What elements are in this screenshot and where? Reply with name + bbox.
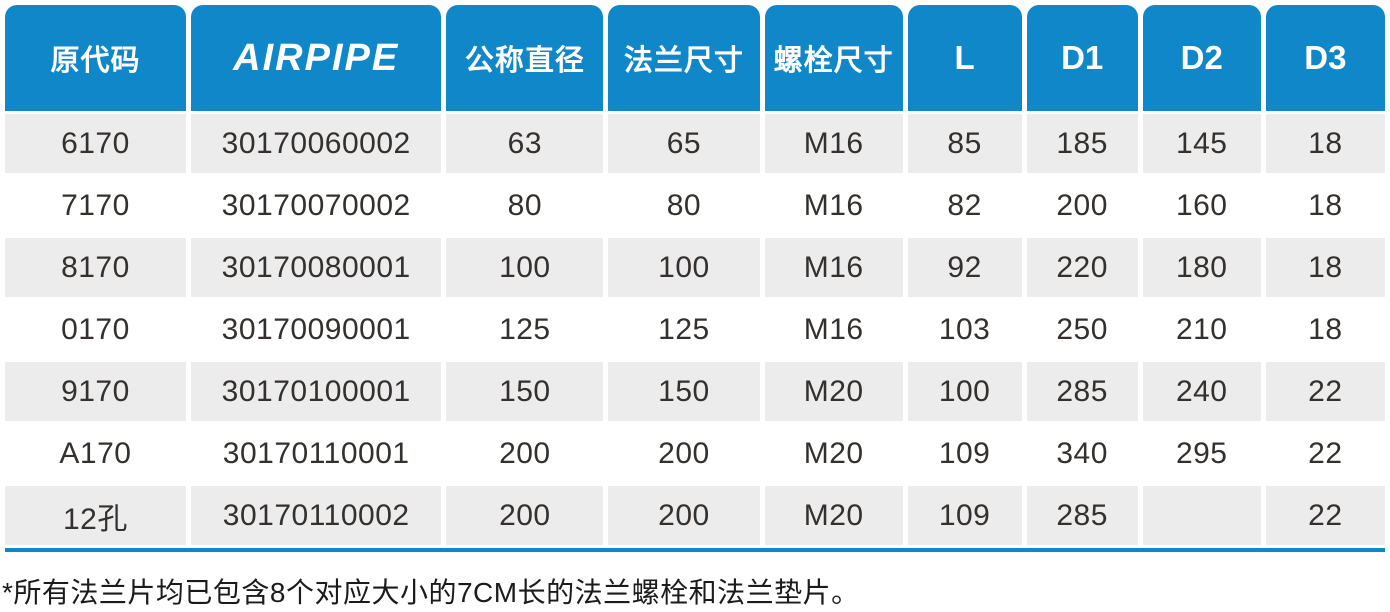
table-cell: 125 [446,300,604,359]
table-cell: 63 [446,114,604,173]
table-cell: 100 [446,238,604,297]
spec-table: 原代码 AIRPIPE 公称直径 法兰尺寸 螺栓尺寸 L D1 D2 D3 6170 301700… [0,2,1390,548]
table-cell: 240 [1142,362,1261,421]
table-cell: 22 [1265,362,1385,421]
table-cell: 12孔 [5,486,186,545]
table-cell: 82 [907,176,1022,235]
table-cell: 340 [1026,424,1138,483]
table-row: 6170 30170060002 63 65 M16 85 185 145 18 [5,114,1385,173]
table-cell: 145 [1142,114,1261,173]
table-cell: 7170 [5,176,186,235]
table-cell: 30170100001 [190,362,442,421]
table-cell: 185 [1026,114,1138,173]
table-row: 12孔 30170110002 200 200 M20 109 285 22 [5,486,1385,545]
table-cell: 0170 [5,300,186,359]
table-cell: M16 [764,300,903,359]
table-cell: 200 [608,486,760,545]
table-cell: 30170110001 [190,424,442,483]
table-cell: 30170090001 [190,300,442,359]
table-cell: M20 [764,362,903,421]
table-row: 8170 30170080001 100 100 M16 92 220 180 18 [5,238,1385,297]
table-cell: 6170 [5,114,186,173]
table-cell: 22 [1265,424,1385,483]
table-cell: 18 [1265,300,1385,359]
col-header-bolt-size: 螺栓尺寸 [764,5,903,111]
table-cell: 125 [608,300,760,359]
table-cell: 80 [608,176,760,235]
table-cell: 295 [1142,424,1261,483]
table-cell: 18 [1265,176,1385,235]
table-cell: 100 [608,238,760,297]
table-bottom-rule [5,548,1385,552]
table-cell: 200 [608,424,760,483]
table-cell: 200 [1026,176,1138,235]
col-header-l: L [907,5,1022,111]
table-cell: 210 [1142,300,1261,359]
table-cell: 8170 [5,238,186,297]
table-cell: 200 [446,486,604,545]
table-cell: 85 [907,114,1022,173]
table-row: 0170 30170090001 125 125 M16 103 250 210 18 [5,300,1385,359]
table-cell: M20 [764,486,903,545]
col-header-d1: D1 [1026,5,1138,111]
col-header-flange-size: 法兰尺寸 [608,5,760,111]
table-cell: 103 [907,300,1022,359]
table-cell: 30170060002 [190,114,442,173]
table-cell: 285 [1026,486,1138,545]
table-cell: M20 [764,424,903,483]
table-cell: M16 [764,238,903,297]
table-cell: M16 [764,114,903,173]
table-cell: 200 [446,424,604,483]
table-cell: 30170110002 [190,486,442,545]
table-cell [1142,486,1261,545]
table-cell: 92 [907,238,1022,297]
table-cell: 285 [1026,362,1138,421]
table-row: 9170 30170100001 150 150 M20 100 285 240 22 [5,362,1385,421]
table-cell: 150 [446,362,604,421]
table-cell: 65 [608,114,760,173]
table-cell: 18 [1265,238,1385,297]
col-header-original-code: 原代码 [5,5,186,111]
table-cell: 80 [446,176,604,235]
table-cell: M16 [764,176,903,235]
table-row: 7170 30170070002 80 80 M16 82 200 160 18 [5,176,1385,235]
table-body: 6170 30170060002 63 65 M16 85 185 145 18 7170 3017… [5,114,1385,545]
table-cell: 18 [1265,114,1385,173]
table-cell: 180 [1142,238,1261,297]
table-cell: 30170080001 [190,238,442,297]
table-cell: 160 [1142,176,1261,235]
table-cell: 109 [907,486,1022,545]
table-cell: 100 [907,362,1022,421]
table-cell: 220 [1026,238,1138,297]
col-header-nominal-diameter: 公称直径 [446,5,604,111]
table-cell: 30170070002 [190,176,442,235]
col-header-d3: D3 [1265,5,1385,111]
table-cell: 150 [608,362,760,421]
table-cell: 9170 [5,362,186,421]
table-cell: 22 [1265,486,1385,545]
table-header-row: 原代码 AIRPIPE 公称直径 法兰尺寸 螺栓尺寸 L D1 D2 D3 [5,5,1385,111]
col-header-brand-airpipe: AIRPIPE [190,5,442,111]
col-header-d2: D2 [1142,5,1261,111]
table-cell: A170 [5,424,186,483]
table-row: A170 30170110001 200 200 M20 109 340 295 22 [5,424,1385,483]
table-cell: 250 [1026,300,1138,359]
table-cell: 109 [907,424,1022,483]
footnote: *所有法兰片均已包含8个对应大小的7CM长的法兰螺栓和法兰垫片。 [2,577,860,608]
